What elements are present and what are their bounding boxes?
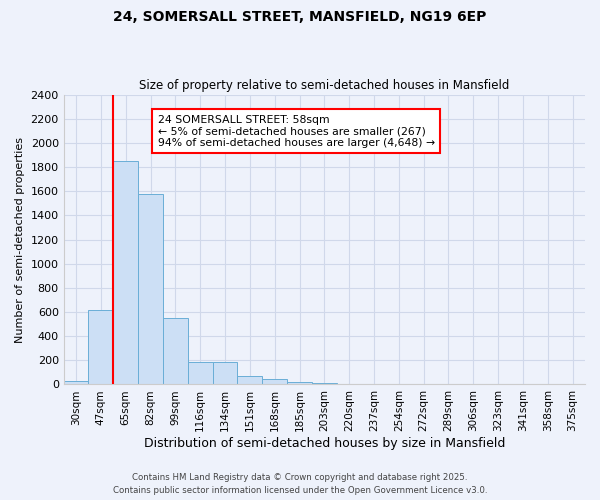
Title: Size of property relative to semi-detached houses in Mansfield: Size of property relative to semi-detach… (139, 79, 509, 92)
Bar (138, 194, 163, 384)
Bar (88, 310, 113, 384)
Bar (64, 381, 88, 384)
Bar (262, 379, 287, 384)
Bar (212, 362, 238, 384)
Bar (188, 362, 212, 384)
Text: Contains HM Land Registry data © Crown copyright and database right 2025.
Contai: Contains HM Land Registry data © Crown c… (113, 474, 487, 495)
Text: 24 SOMERSALL STREET: 58sqm
← 5% of semi-detached houses are smaller (267)
94% of: 24 SOMERSALL STREET: 58sqm ← 5% of semi-… (158, 115, 434, 148)
Y-axis label: Number of semi-detached properties: Number of semi-detached properties (15, 136, 25, 342)
Bar (113, 161, 138, 384)
X-axis label: Distribution of semi-detached houses by size in Mansfield: Distribution of semi-detached houses by … (143, 437, 505, 450)
Bar (287, 382, 312, 384)
Text: 24, SOMERSALL STREET, MANSFIELD, NG19 6EP: 24, SOMERSALL STREET, MANSFIELD, NG19 6E… (113, 10, 487, 24)
Bar (238, 376, 262, 384)
Bar (163, 318, 188, 384)
